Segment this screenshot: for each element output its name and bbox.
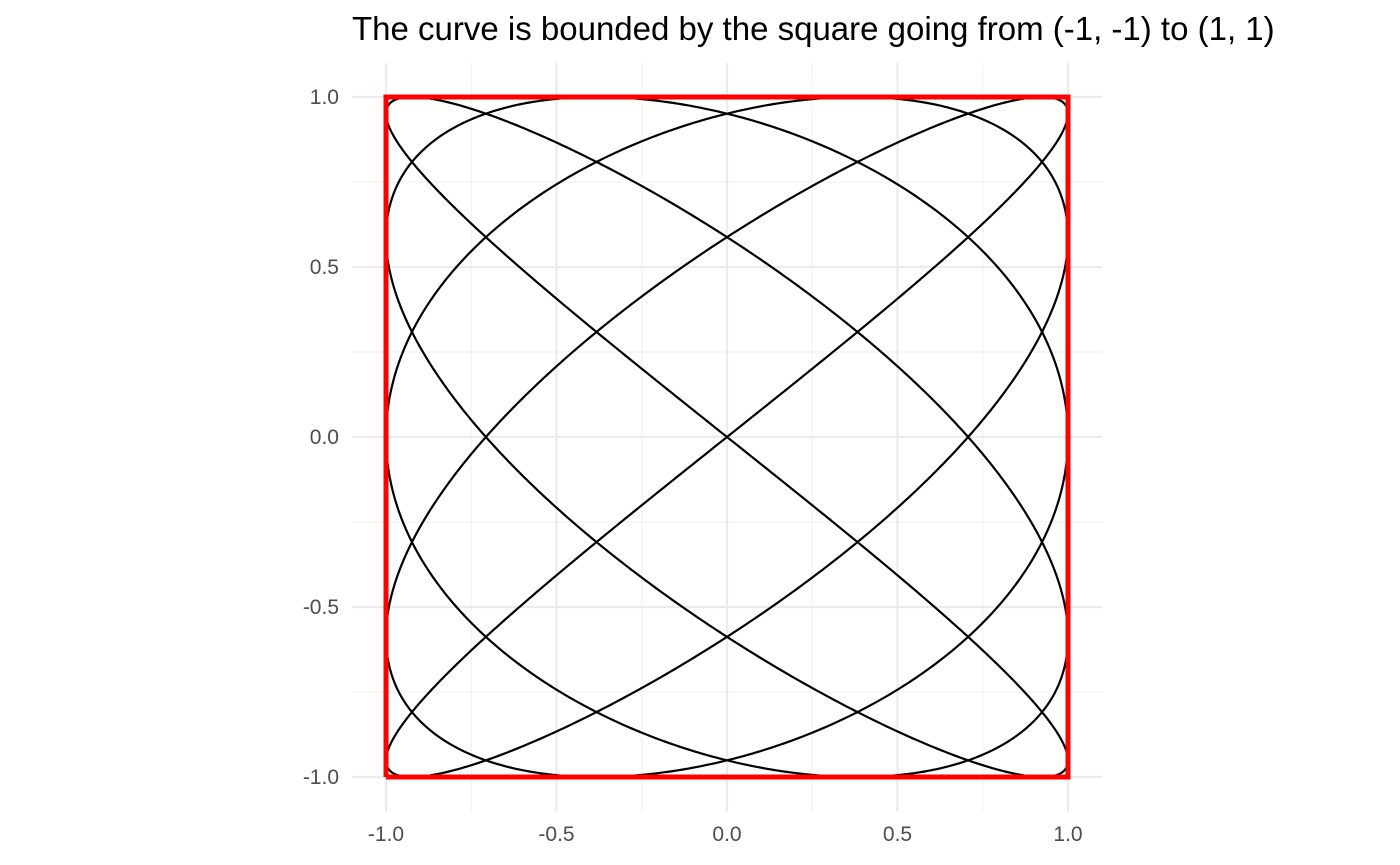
x-tick-label: 0.0 — [712, 823, 741, 846]
y-tick-label: 1.0 — [310, 86, 339, 109]
x-tick-label: -0.5 — [538, 823, 574, 846]
y-tick-label: 0.0 — [310, 426, 339, 449]
curve-layer — [384, 95, 1070, 779]
x-axis-tick-labels: -1.0 -0.5 0.0 0.5 1.0 — [368, 823, 1083, 846]
square-layer — [383, 94, 1071, 780]
y-axis-tick-labels: 1.0 0.5 0.0 -0.5 -1.0 — [303, 86, 339, 789]
y-tick-label: -1.0 — [303, 766, 339, 789]
x-tick-label: -1.0 — [368, 823, 404, 846]
x-tick-label: 1.0 — [1053, 823, 1082, 846]
chart-title: The curve is bounded by the square going… — [352, 10, 1275, 47]
bounding-square-line — [383, 94, 1071, 780]
y-tick-label: -0.5 — [303, 596, 339, 619]
y-tick-label: 0.5 — [310, 256, 339, 279]
x-tick-label: 0.5 — [883, 823, 912, 846]
parametric-curve-line — [384, 95, 1070, 779]
